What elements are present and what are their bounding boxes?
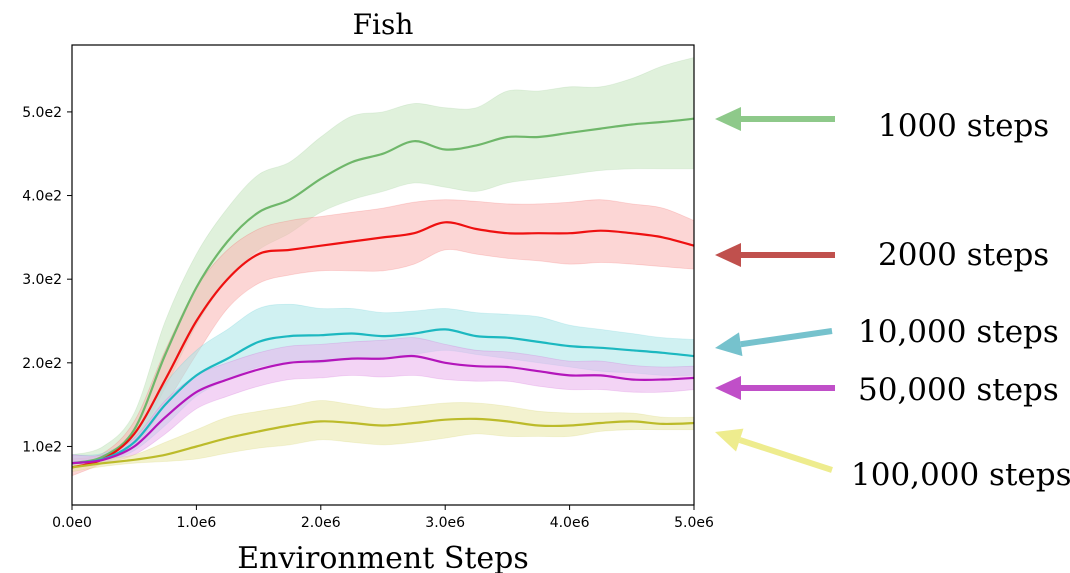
legend-label: 50,000 steps xyxy=(858,372,1059,408)
legend-label: 1000 steps xyxy=(878,108,1049,144)
y-tick-label: 2.0e2 xyxy=(22,356,62,372)
legend-arrow-head xyxy=(715,428,744,452)
line-series-3 xyxy=(72,354,694,465)
x-tick-label: 4.0e6 xyxy=(550,515,590,531)
y-tick-label: 5.0e2 xyxy=(22,105,62,121)
y-tick-label: 4.0e2 xyxy=(22,189,62,205)
legend-entry-1: 2000 steps xyxy=(715,237,1049,273)
legend-arrow-head xyxy=(715,332,743,357)
legend-label: 10,000 steps xyxy=(858,314,1059,350)
legend-label: 2000 steps xyxy=(878,237,1049,273)
y-axis: 1.0e2 2.0e2 3.0e2 4.0e2 5.0e2 xyxy=(22,105,72,455)
x-tick-label: 1.0e6 xyxy=(177,515,217,531)
x-tick-label: 3.0e6 xyxy=(425,515,465,531)
arrow-legend: 1000 steps 2000 steps 10,000 steps 50,000 s… xyxy=(715,107,1070,493)
legend-arrow-head xyxy=(715,376,741,400)
x-axis-label: Environment Steps xyxy=(237,541,529,573)
plot-frame xyxy=(71,44,695,506)
legend-arrow-shaft xyxy=(740,328,833,348)
x-tick-label: 0.0e0 xyxy=(52,515,92,531)
series-lines xyxy=(72,117,694,469)
legend-entry-4: 100,000 steps xyxy=(715,428,1070,493)
y-tick-label: 1.0e2 xyxy=(22,439,62,455)
legend-arrow-head xyxy=(715,107,741,131)
x-axis: 0.0e0 1.0e6 2.0e6 3.0e6 4.0e6 5.0e6 xyxy=(52,505,714,531)
line-series-2 xyxy=(72,328,694,465)
legend-entry-2: 10,000 steps xyxy=(715,314,1059,357)
band-series-4 xyxy=(72,400,694,472)
y-tick-label: 3.0e2 xyxy=(22,272,62,288)
legend-label: 100,000 steps xyxy=(851,457,1070,493)
legend-arrow-head xyxy=(715,243,741,267)
line-series-4 xyxy=(72,417,694,469)
x-tick-label: 5.0e6 xyxy=(674,515,714,531)
chart-title: Fish xyxy=(353,8,414,41)
legend-entry-3: 50,000 steps xyxy=(715,372,1059,408)
band-series-3 xyxy=(72,337,694,468)
band-series-1 xyxy=(72,199,694,477)
line-series-1 xyxy=(72,221,694,469)
legend-arrow-shaft xyxy=(738,437,833,473)
line-series-0 xyxy=(72,117,694,465)
legend-entry-0: 1000 steps xyxy=(715,107,1049,144)
confidence-bands xyxy=(72,57,694,477)
x-tick-label: 2.0e6 xyxy=(301,515,341,531)
